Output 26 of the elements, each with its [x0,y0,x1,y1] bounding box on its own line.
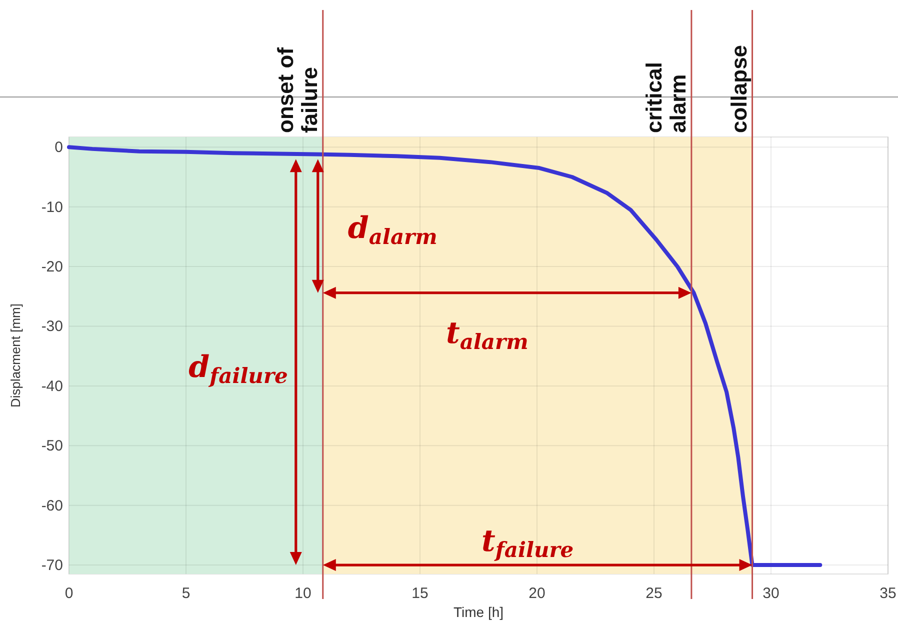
ref-line-label: onset of failure [272,46,322,133]
x-tick-label: 10 [294,585,312,602]
y-tick-label: -60 [41,497,63,514]
x-tick-label: 15 [412,585,428,602]
y-tick-label: -70 [41,557,63,574]
ref-line-label: collapse [726,44,752,133]
annotation: t$_{failure}$ [482,524,574,562]
y-tick-label: -40 [41,378,63,395]
x-tick-label: 5 [182,585,190,602]
x-axis-title: Time [h] [453,604,504,620]
annotation: t$_{alarm}$ [446,316,528,354]
y-tick-label: -30 [41,318,63,336]
ref-line-label: critical alarm [641,62,690,133]
y-axis-title: Displacment [mm] [8,303,23,408]
annotation: d$_{alarm}$ [348,210,438,250]
x-tick-label: 35 [880,585,896,602]
x-tick-label: 25 [646,585,662,602]
x-tick-label: 0 [64,585,74,602]
annotation: d$_{failure}$ [188,350,288,388]
x-tick-label: 30 [762,585,780,602]
y-tick-label: -10 [41,198,63,216]
y-tick-label: 0 [54,139,63,156]
y-tick-label: -50 [41,438,63,455]
line-series [67,145,822,568]
y-tick-label: -20 [41,258,63,276]
x-tick-label: 20 [528,585,546,602]
